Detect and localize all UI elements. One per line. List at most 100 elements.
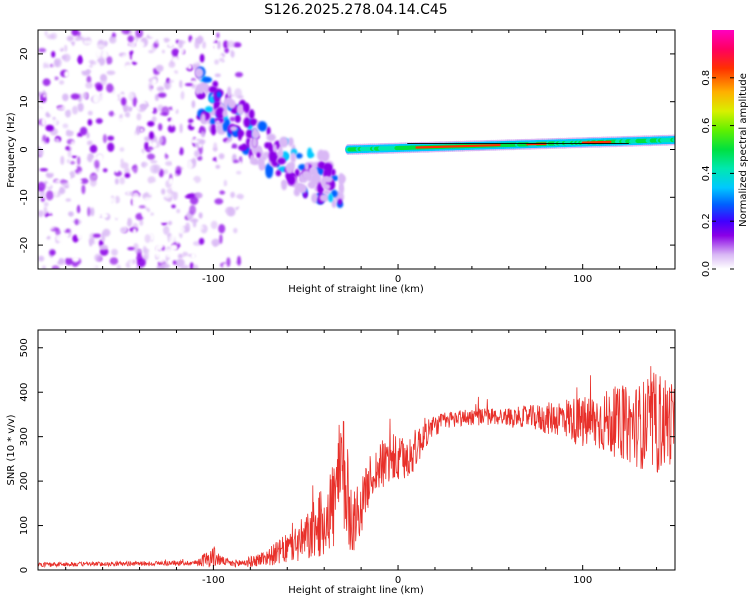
colorbar: 0.0 0.2 0.4 0.6 0.8 Normalized spectral ampl… (701, 30, 749, 277)
x-tick-label: 100 (573, 274, 592, 285)
spectrogram-blob (98, 188, 103, 197)
spectrogram-blob (102, 228, 111, 237)
spectrogram-blob (81, 203, 89, 210)
colorbar-gradient (712, 30, 734, 269)
y-tick-label: 400 (19, 383, 30, 402)
spectrogram-blob (122, 105, 129, 112)
snr-series-line (38, 366, 675, 569)
spectrogram-blob (167, 259, 173, 264)
spectrogram-blob (121, 30, 130, 35)
spectrogram-blob (156, 243, 164, 249)
spectrogram-blob (114, 195, 120, 204)
spectrogram-blob (231, 198, 241, 208)
spectrogram-blob (132, 164, 138, 174)
spectrogram-blob (165, 248, 172, 258)
spectrogram-blob (69, 170, 76, 179)
spectrogram-blob (44, 56, 52, 65)
spectrogram-signal-blob (256, 146, 263, 153)
spectrogram-blob (141, 148, 145, 154)
spectrogram-blob (65, 129, 74, 137)
spectrogram-blob (218, 248, 223, 257)
spectrogram-blob (150, 182, 159, 190)
spectrogram-blob (90, 61, 97, 65)
spectrogram-signal-blob (268, 150, 277, 162)
spectrogram-blob (225, 139, 232, 149)
spectrogram-blob (158, 38, 165, 44)
spectrogram-blob (231, 48, 241, 52)
spectrogram-blob (166, 149, 176, 155)
spectrogram-marks (38, 30, 675, 269)
spectrogram-blob (50, 140, 56, 148)
spectrogram-blob (126, 217, 133, 227)
spectrogram-blob (128, 257, 134, 267)
spectrogram-signal-blob (249, 118, 258, 126)
spectrogram-signal-blob (210, 117, 216, 125)
spectrogram-blob (123, 203, 129, 214)
spectrogram-blob (72, 256, 80, 263)
spectrogram-blob (127, 45, 133, 51)
spectrogram-blob (175, 165, 182, 175)
spectrogram-blob (121, 53, 131, 61)
spectrogram-blob (61, 104, 70, 111)
spectrogram-blob (38, 231, 48, 238)
spectrogram-blob (85, 82, 93, 89)
spectrogram-blob (39, 168, 48, 172)
spectrogram-blob (114, 152, 121, 156)
spectrogram-blob (127, 128, 134, 138)
spectrogram-blob (136, 113, 142, 121)
spectrogram-blob (172, 113, 181, 122)
spectrogram-blob (59, 210, 66, 217)
spectrogram-blob (132, 228, 137, 236)
spectrogram-blob (107, 142, 115, 152)
spectrogram-blob (188, 118, 194, 124)
spectrogram-blob (178, 40, 184, 49)
spectrogram-blob (117, 118, 125, 122)
spectrogram-blob (159, 218, 169, 223)
spectrogram-blob (190, 38, 196, 47)
spectrogram-blob (177, 225, 185, 234)
spectrogram-blob (124, 111, 130, 118)
snr-frame (37, 329, 676, 571)
spectrogram-blob (193, 175, 202, 184)
spectrogram-blob (190, 122, 198, 127)
spectrogram-blob (172, 186, 180, 192)
spectrogram-signal-blob (260, 164, 267, 170)
spectrogram-blob (212, 147, 218, 151)
spectrogram-blob (68, 144, 74, 151)
spectrogram-blob (178, 159, 188, 168)
spectrogram-blob (148, 50, 154, 54)
spectrogram-blob (214, 198, 224, 205)
spectrogram-signal-blob (285, 162, 294, 174)
spectrogram-blob (157, 151, 163, 158)
spectrogram-blob (71, 200, 77, 208)
spectrogram-blob (162, 234, 168, 244)
spectrogram-blob (114, 46, 122, 54)
spectrogram-blob (60, 155, 65, 165)
spectrogram-blob (49, 249, 56, 256)
spectrogram-blob (90, 191, 95, 199)
spectrogram-signal-blob (288, 137, 294, 147)
spectrogram-blob (172, 103, 177, 112)
y-tick-label: 300 (19, 427, 30, 446)
spectrogram-blob (167, 79, 174, 83)
spectrogram-blob (46, 215, 55, 225)
y-tick-label: 200 (19, 472, 30, 491)
spectrogram-blob (89, 178, 97, 187)
spectrogram-blob (142, 245, 147, 254)
spectrogram-blob (236, 193, 244, 200)
spectrogram-blob (120, 97, 127, 106)
spectrogram-signal-blob (290, 152, 297, 163)
colorbar-label: Normalized spectral amplitude (738, 73, 749, 227)
spectrogram-signal-blob (266, 133, 276, 142)
spectrogram-blob (69, 61, 78, 68)
spectrogram-blob (113, 112, 117, 122)
spectrogram-blob (38, 48, 47, 53)
spectrogram-blob (198, 212, 203, 219)
spectrogram-signal-blob (266, 126, 271, 136)
spectrogram-blob (159, 208, 167, 217)
spectrogram-blob (51, 51, 56, 58)
spectrogram-blob (76, 230, 83, 240)
spectrogram-blob (81, 65, 88, 71)
spectrogram-blob (66, 42, 72, 50)
spectrogram-signal-blob (275, 169, 282, 177)
